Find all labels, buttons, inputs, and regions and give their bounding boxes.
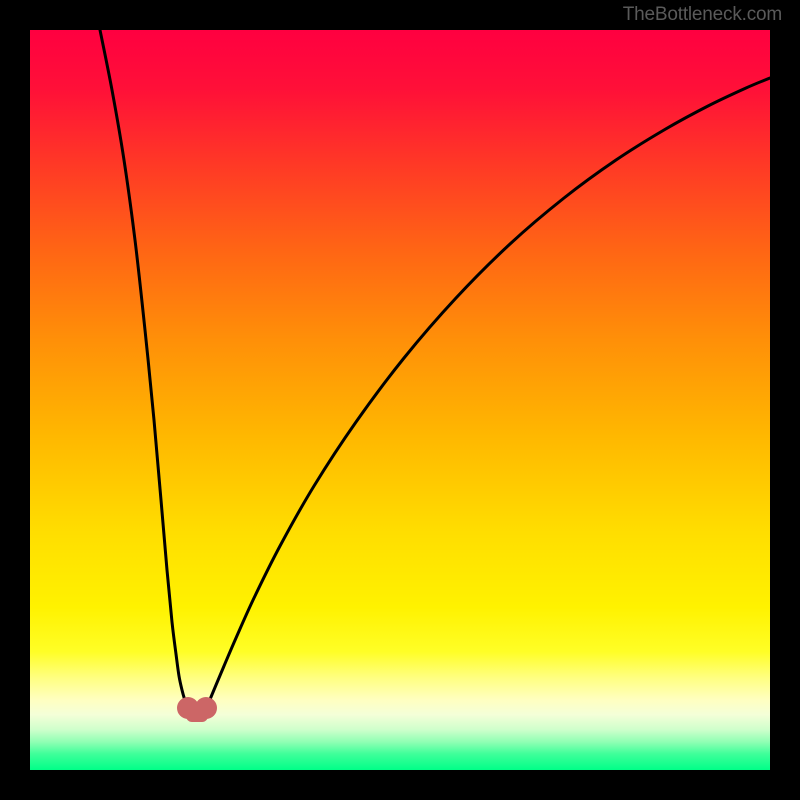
watermark-text: TheBottleneck.com (623, 4, 782, 26)
bottleneck-curve (30, 30, 770, 770)
curve-marker-1 (195, 697, 217, 719)
plot-area (30, 30, 770, 770)
